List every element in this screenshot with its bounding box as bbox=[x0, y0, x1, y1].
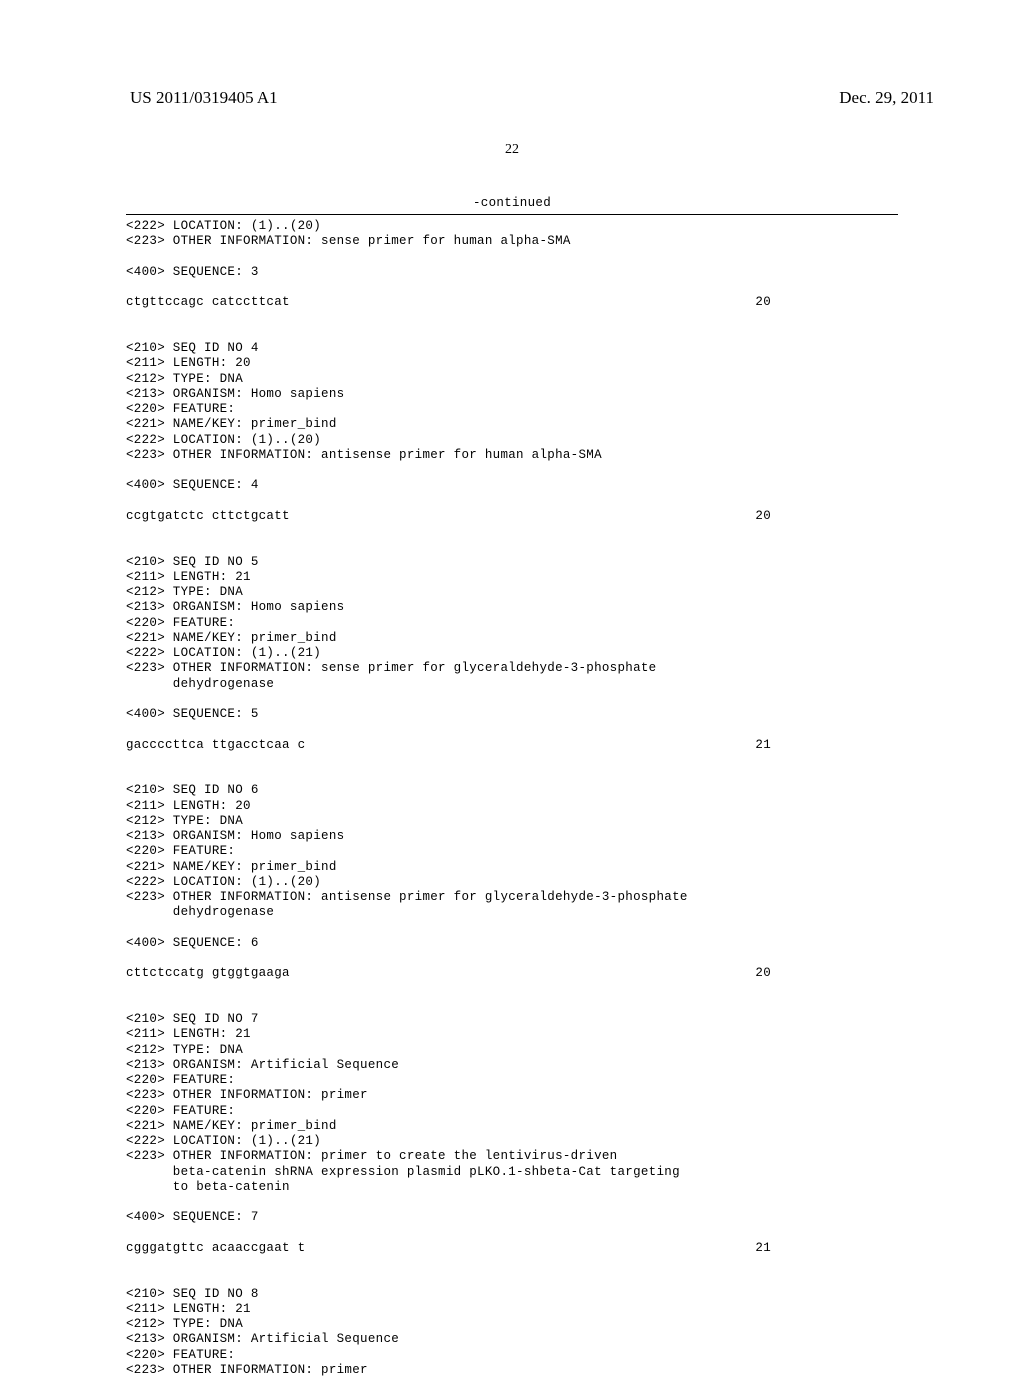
listing-line: <400> SEQUENCE: 6 bbox=[126, 936, 898, 951]
listing-line: <212> TYPE: DNA bbox=[126, 372, 898, 387]
listing-line: <212> TYPE: DNA bbox=[126, 585, 898, 600]
listing-line: <211> LENGTH: 21 bbox=[126, 570, 898, 585]
page-number: 22 bbox=[0, 142, 1024, 158]
blank-line bbox=[126, 463, 898, 478]
listing-line: <223> OTHER INFORMATION: primer bbox=[126, 1363, 898, 1378]
listing-line: <222> LOCATION: (1)..(20) bbox=[126, 219, 898, 234]
sequence-line: cgggatgttc acaaccgaat t 21 bbox=[126, 1241, 771, 1256]
publication-number: US 2011/0319405 A1 bbox=[130, 88, 278, 108]
listing-line: <210> SEQ ID NO 5 bbox=[126, 555, 898, 570]
listing-line: <221> NAME/KEY: primer_bind bbox=[126, 631, 898, 646]
listing-line: <222> LOCATION: (1)..(20) bbox=[126, 433, 898, 448]
blank-line bbox=[126, 951, 898, 966]
listing-line: <223> OTHER INFORMATION: primer to creat… bbox=[126, 1149, 898, 1164]
sequence-line: gaccccttca ttgacctcaa c 21 bbox=[126, 738, 771, 753]
listing-line: <223> OTHER INFORMATION: sense primer fo… bbox=[126, 661, 898, 676]
sequence-length: 20 bbox=[755, 295, 771, 310]
sequence-length: 21 bbox=[755, 738, 771, 753]
blank-line bbox=[126, 1271, 898, 1286]
listing-line: <220> FEATURE: bbox=[126, 844, 898, 859]
listing-line: <211> LENGTH: 21 bbox=[126, 1302, 898, 1317]
sequence-text: gaccccttca ttgacctcaa c bbox=[126, 738, 305, 753]
blank-line bbox=[126, 753, 898, 768]
sequence-text: cttctccatg gtggtgaaga bbox=[126, 966, 290, 981]
blank-line bbox=[126, 692, 898, 707]
listing-line: <212> TYPE: DNA bbox=[126, 1043, 898, 1058]
listing-line: <212> TYPE: DNA bbox=[126, 1317, 898, 1332]
listing-line: <221> NAME/KEY: primer_bind bbox=[126, 860, 898, 875]
listing-line: <400> SEQUENCE: 7 bbox=[126, 1210, 898, 1225]
sequence-line: cttctccatg gtggtgaaga 20 bbox=[126, 966, 771, 981]
blank-line bbox=[126, 250, 898, 265]
blank-line bbox=[126, 1195, 898, 1210]
sequence-listing: <222> LOCATION: (1)..(20)<223> OTHER INF… bbox=[0, 215, 1024, 1378]
listing-line: <213> ORGANISM: Homo sapiens bbox=[126, 600, 898, 615]
listing-line: <211> LENGTH: 20 bbox=[126, 356, 898, 371]
blank-line bbox=[126, 997, 898, 1012]
blank-line bbox=[126, 921, 898, 936]
blank-line bbox=[126, 494, 898, 509]
listing-line: <222> LOCATION: (1)..(21) bbox=[126, 1134, 898, 1149]
listing-line: <213> ORGANISM: Homo sapiens bbox=[126, 829, 898, 844]
sequence-length: 21 bbox=[755, 1241, 771, 1256]
blank-line bbox=[126, 982, 898, 997]
blank-line bbox=[126, 722, 898, 737]
listing-line: <223> OTHER INFORMATION: antisense prime… bbox=[126, 448, 898, 463]
blank-line bbox=[126, 1256, 898, 1271]
listing-line: dehydrogenase bbox=[126, 905, 898, 920]
listing-line: dehydrogenase bbox=[126, 677, 898, 692]
listing-line: <400> SEQUENCE: 4 bbox=[126, 478, 898, 493]
listing-line: <210> SEQ ID NO 7 bbox=[126, 1012, 898, 1027]
listing-line: <222> LOCATION: (1)..(20) bbox=[126, 875, 898, 890]
listing-line: to beta-catenin bbox=[126, 1180, 898, 1195]
blank-line bbox=[126, 326, 898, 341]
listing-line: <400> SEQUENCE: 3 bbox=[126, 265, 898, 280]
listing-line: <211> LENGTH: 20 bbox=[126, 799, 898, 814]
blank-line bbox=[126, 768, 898, 783]
listing-line: <210> SEQ ID NO 6 bbox=[126, 783, 898, 798]
listing-line: <220> FEATURE: bbox=[126, 1073, 898, 1088]
listing-line: <221> NAME/KEY: primer_bind bbox=[126, 417, 898, 432]
sequence-text: ctgttccagc catccttcat bbox=[126, 295, 290, 310]
sequence-length: 20 bbox=[755, 509, 771, 524]
listing-line: <210> SEQ ID NO 4 bbox=[126, 341, 898, 356]
blank-line bbox=[126, 280, 898, 295]
blank-line bbox=[126, 1226, 898, 1241]
listing-line: <213> ORGANISM: Homo sapiens bbox=[126, 387, 898, 402]
listing-line: <223> OTHER INFORMATION: primer bbox=[126, 1088, 898, 1103]
sequence-line: ccgtgatctc cttctgcatt 20 bbox=[126, 509, 771, 524]
sequence-text: ccgtgatctc cttctgcatt bbox=[126, 509, 290, 524]
listing-line: <222> LOCATION: (1)..(21) bbox=[126, 646, 898, 661]
continued-label: -continued bbox=[0, 196, 1024, 210]
listing-line: <223> OTHER INFORMATION: antisense prime… bbox=[126, 890, 898, 905]
listing-line: <220> FEATURE: bbox=[126, 1348, 898, 1363]
listing-line: <210> SEQ ID NO 8 bbox=[126, 1287, 898, 1302]
blank-line bbox=[126, 539, 898, 554]
listing-line: <213> ORGANISM: Artificial Sequence bbox=[126, 1332, 898, 1347]
listing-line: <220> FEATURE: bbox=[126, 616, 898, 631]
blank-line bbox=[126, 311, 898, 326]
publication-date: Dec. 29, 2011 bbox=[839, 88, 934, 108]
listing-line: <212> TYPE: DNA bbox=[126, 814, 898, 829]
sequence-length: 20 bbox=[755, 966, 771, 981]
listing-line: <400> SEQUENCE: 5 bbox=[126, 707, 898, 722]
listing-line: <213> ORGANISM: Artificial Sequence bbox=[126, 1058, 898, 1073]
listing-line: <220> FEATURE: bbox=[126, 402, 898, 417]
listing-line: <221> NAME/KEY: primer_bind bbox=[126, 1119, 898, 1134]
sequence-line: ctgttccagc catccttcat 20 bbox=[126, 295, 771, 310]
listing-line: beta-catenin shRNA expression plasmid pL… bbox=[126, 1165, 898, 1180]
listing-line: <220> FEATURE: bbox=[126, 1104, 898, 1119]
page-header: US 2011/0319405 A1 Dec. 29, 2011 bbox=[0, 0, 1024, 108]
listing-line: <223> OTHER INFORMATION: sense primer fo… bbox=[126, 234, 898, 249]
blank-line bbox=[126, 524, 898, 539]
sequence-text: cgggatgttc acaaccgaat t bbox=[126, 1241, 305, 1256]
listing-line: <211> LENGTH: 21 bbox=[126, 1027, 898, 1042]
